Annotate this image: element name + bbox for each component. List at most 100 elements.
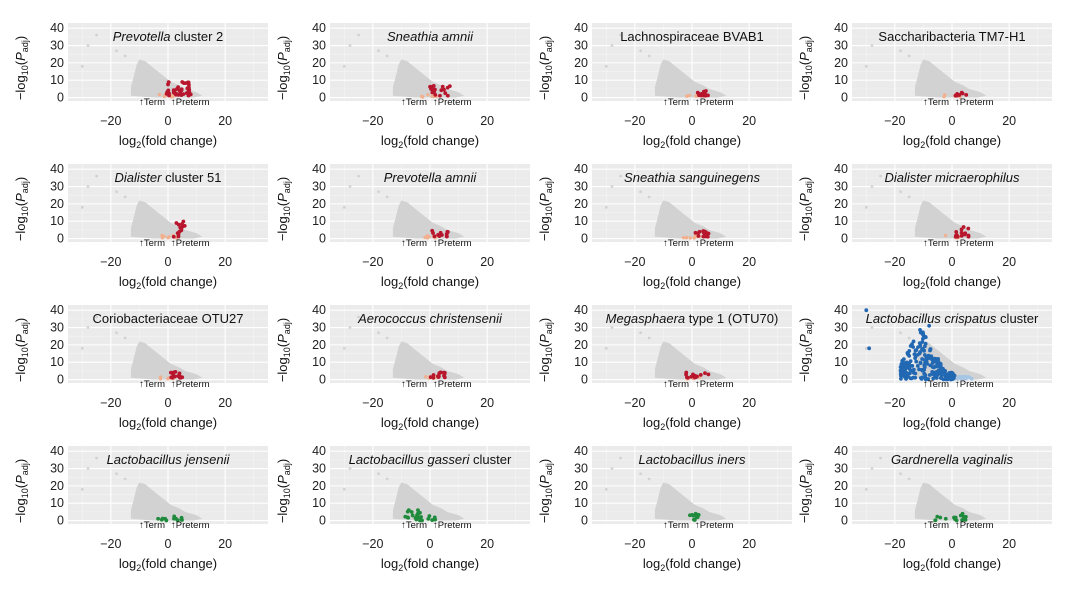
significant-point <box>911 367 916 372</box>
significant-point <box>901 373 905 378</box>
significant-point <box>694 375 698 380</box>
background-point <box>870 326 874 329</box>
panel-title: Lachnospiraceae BVAB1 <box>620 29 764 44</box>
significant-point <box>696 234 701 238</box>
background-points-cloud <box>654 200 727 239</box>
background-point <box>95 174 98 178</box>
y-axis-label: −log10(Padj) <box>275 459 292 523</box>
significant-point <box>959 233 964 238</box>
y-tick-label: 20 <box>834 479 848 493</box>
background-point <box>907 336 911 340</box>
significant-point <box>163 516 168 521</box>
significant-point <box>901 368 906 373</box>
panel-4: Saccharibacteria TM7-H1 ↑Term ↑Preterm 0 10 2… <box>797 21 1052 150</box>
significant-point <box>416 508 420 513</box>
background-point <box>610 185 614 188</box>
background-points-cloud <box>130 59 203 98</box>
significant-point <box>171 234 176 239</box>
background-point <box>348 44 352 47</box>
panel-title-part: Prevotella amnii <box>384 170 478 185</box>
significant-point <box>867 346 872 351</box>
y-tick-label: 10 <box>574 496 588 510</box>
x-tick-label: 0 <box>427 537 434 551</box>
significant-point <box>938 364 943 368</box>
y-tick-label: 20 <box>574 479 588 493</box>
significant-point <box>694 515 699 520</box>
y-axis-label: −log10(Padj) <box>275 177 292 241</box>
panel-title: Lactobacillus iners <box>639 452 746 467</box>
background-points-cloud <box>130 482 203 521</box>
x-tick-label: −20 <box>362 537 383 551</box>
y-tick-label: 40 <box>50 444 64 458</box>
significant-point <box>174 87 179 91</box>
significant-point <box>953 93 958 98</box>
x-tick-label: 20 <box>1002 114 1016 128</box>
significant-point <box>920 368 925 373</box>
y-axis-label: −log10(Padj) <box>797 318 814 382</box>
panel-title-part: Lactobacillus crispatus <box>866 311 997 326</box>
significant-point <box>179 227 184 232</box>
y-tick-label: 40 <box>312 444 326 458</box>
background-point <box>115 331 118 335</box>
y-tick-label: 0 <box>319 373 326 387</box>
y-tick-label: 30 <box>834 39 848 53</box>
term-annotation: ↑Term <box>923 520 949 531</box>
nonsignificant-point <box>694 94 698 98</box>
term-annotation: ↑Term <box>139 97 165 108</box>
y-tick-label: 20 <box>50 338 64 352</box>
background-point <box>95 456 98 460</box>
nonsignificant-point <box>157 92 162 97</box>
y-tick-label: 10 <box>574 73 588 87</box>
significant-point <box>431 375 436 380</box>
significant-point <box>442 87 446 92</box>
x-tick-label: −20 <box>624 114 645 128</box>
significant-point <box>176 234 181 239</box>
nonsignificant-point <box>167 235 171 239</box>
significant-point <box>914 348 919 352</box>
background-point <box>80 487 84 491</box>
x-tick-label: 20 <box>218 537 232 551</box>
background-point <box>377 49 380 53</box>
y-axis-label: −log10(Padj) <box>537 318 554 382</box>
panel-title-part: Dialister micraerophilus <box>884 170 1020 185</box>
y-tick-label: 10 <box>574 214 588 228</box>
significant-point <box>950 376 954 381</box>
y-tick-label: 20 <box>574 56 588 70</box>
panel-title: Sneathia sanguinegens <box>624 170 760 185</box>
background-point <box>348 185 352 188</box>
panel-10: Aerococcus christensenii ↑Term ↑Preterm 0 10… <box>275 303 530 432</box>
significant-point <box>156 516 161 521</box>
significant-point <box>443 91 448 96</box>
term-annotation: ↑Term <box>401 379 427 390</box>
panel-title-part: Lactobacillus gasseri <box>349 452 471 467</box>
background-point <box>95 33 98 37</box>
significant-point <box>915 352 920 357</box>
significant-point <box>912 352 917 357</box>
y-tick-label: 10 <box>50 496 64 510</box>
x-axis-label: log2(fold change) <box>903 133 1001 150</box>
significant-point <box>914 359 919 364</box>
x-tick-label: 20 <box>742 537 756 551</box>
background-point <box>647 54 651 58</box>
significant-point <box>935 514 940 519</box>
x-tick-label: 0 <box>689 114 696 128</box>
significant-point <box>693 511 698 516</box>
significant-point <box>923 361 927 366</box>
y-tick-label: 10 <box>834 496 848 510</box>
significant-point <box>689 374 694 379</box>
panel-title: Lactobacillus crispatus cluster <box>866 311 1039 326</box>
background-point <box>899 331 902 335</box>
panel-title-part: Sneathia sanguinegens <box>624 170 760 185</box>
y-axis-label: −log10(Padj) <box>275 36 292 100</box>
significant-point <box>920 336 925 341</box>
significant-point <box>432 234 437 239</box>
nonsignificant-point <box>943 233 948 238</box>
y-tick-label: 20 <box>50 197 64 211</box>
significant-point <box>171 90 176 95</box>
background-point <box>879 174 882 178</box>
background-point <box>647 477 651 481</box>
panel-title: Dialister micraerophilus <box>884 170 1020 185</box>
background-point <box>342 64 346 68</box>
background-points-cloud <box>654 59 727 98</box>
significant-point <box>179 515 184 520</box>
